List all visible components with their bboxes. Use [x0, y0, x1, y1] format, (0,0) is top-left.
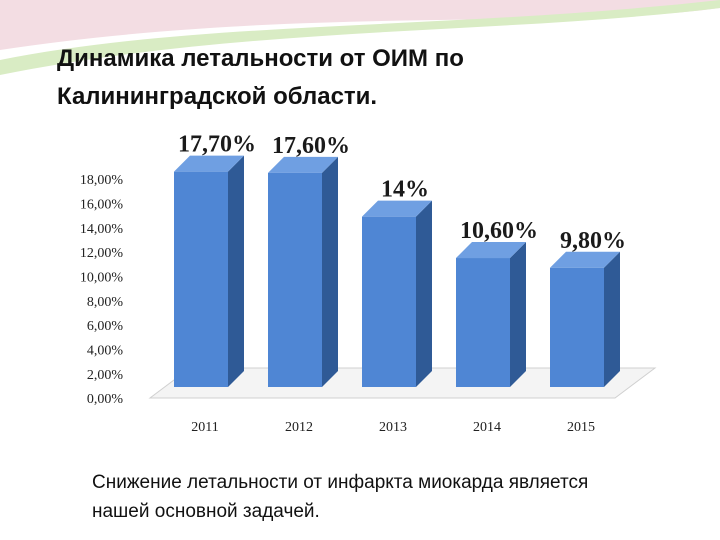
bar-top	[456, 242, 526, 259]
y-tick-label: 12,00%	[80, 246, 124, 261]
x-tick-label: 2013	[379, 420, 407, 435]
y-tick-label: 14,00%	[80, 222, 124, 237]
bar-top	[550, 251, 620, 268]
bar-top	[174, 155, 244, 172]
y-tick-label: 10,00%	[80, 271, 124, 286]
value-label: 10,60%	[460, 218, 538, 244]
bar	[268, 172, 322, 387]
value-label: 9,80%	[560, 228, 626, 254]
bar-side	[228, 155, 244, 387]
x-tick-label: 2015	[567, 420, 595, 435]
bar-side	[510, 242, 526, 387]
value-label: 14%	[381, 177, 429, 203]
x-tick-label: 2011	[191, 420, 218, 435]
bar-side	[322, 156, 338, 387]
bar-side	[604, 251, 620, 387]
bar-side	[416, 200, 432, 387]
x-tick-label: 2014	[473, 420, 501, 435]
bar	[174, 171, 228, 387]
bar-top	[268, 156, 338, 173]
y-tick-label: 18,00%	[80, 173, 124, 188]
decor	[0, 0, 720, 50]
bar	[550, 267, 604, 387]
y-tick-label: 6,00%	[87, 319, 124, 334]
y-tick-label: 16,00%	[80, 198, 124, 213]
y-tick-label: 0,00%	[87, 392, 124, 407]
title: Динамика летальности от ОИМ по Калинингр…	[57, 45, 464, 110]
caption: Снижение летальности от инфаркта миокард…	[92, 472, 589, 522]
bar	[456, 258, 510, 387]
bar	[362, 216, 416, 387]
bar-top	[362, 200, 432, 217]
value-label: 17,60%	[272, 133, 350, 159]
y-tick-label: 4,00%	[87, 344, 124, 359]
decor	[0, 0, 720, 75]
y-tick-label: 2,00%	[87, 368, 124, 383]
value-label: 17,70%	[178, 132, 256, 158]
y-tick-label: 8,00%	[87, 295, 124, 310]
x-tick-label: 2012	[285, 420, 313, 435]
